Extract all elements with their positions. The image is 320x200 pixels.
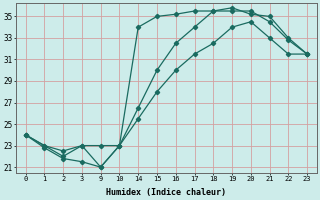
X-axis label: Humidex (Indice chaleur): Humidex (Indice chaleur): [106, 188, 226, 197]
